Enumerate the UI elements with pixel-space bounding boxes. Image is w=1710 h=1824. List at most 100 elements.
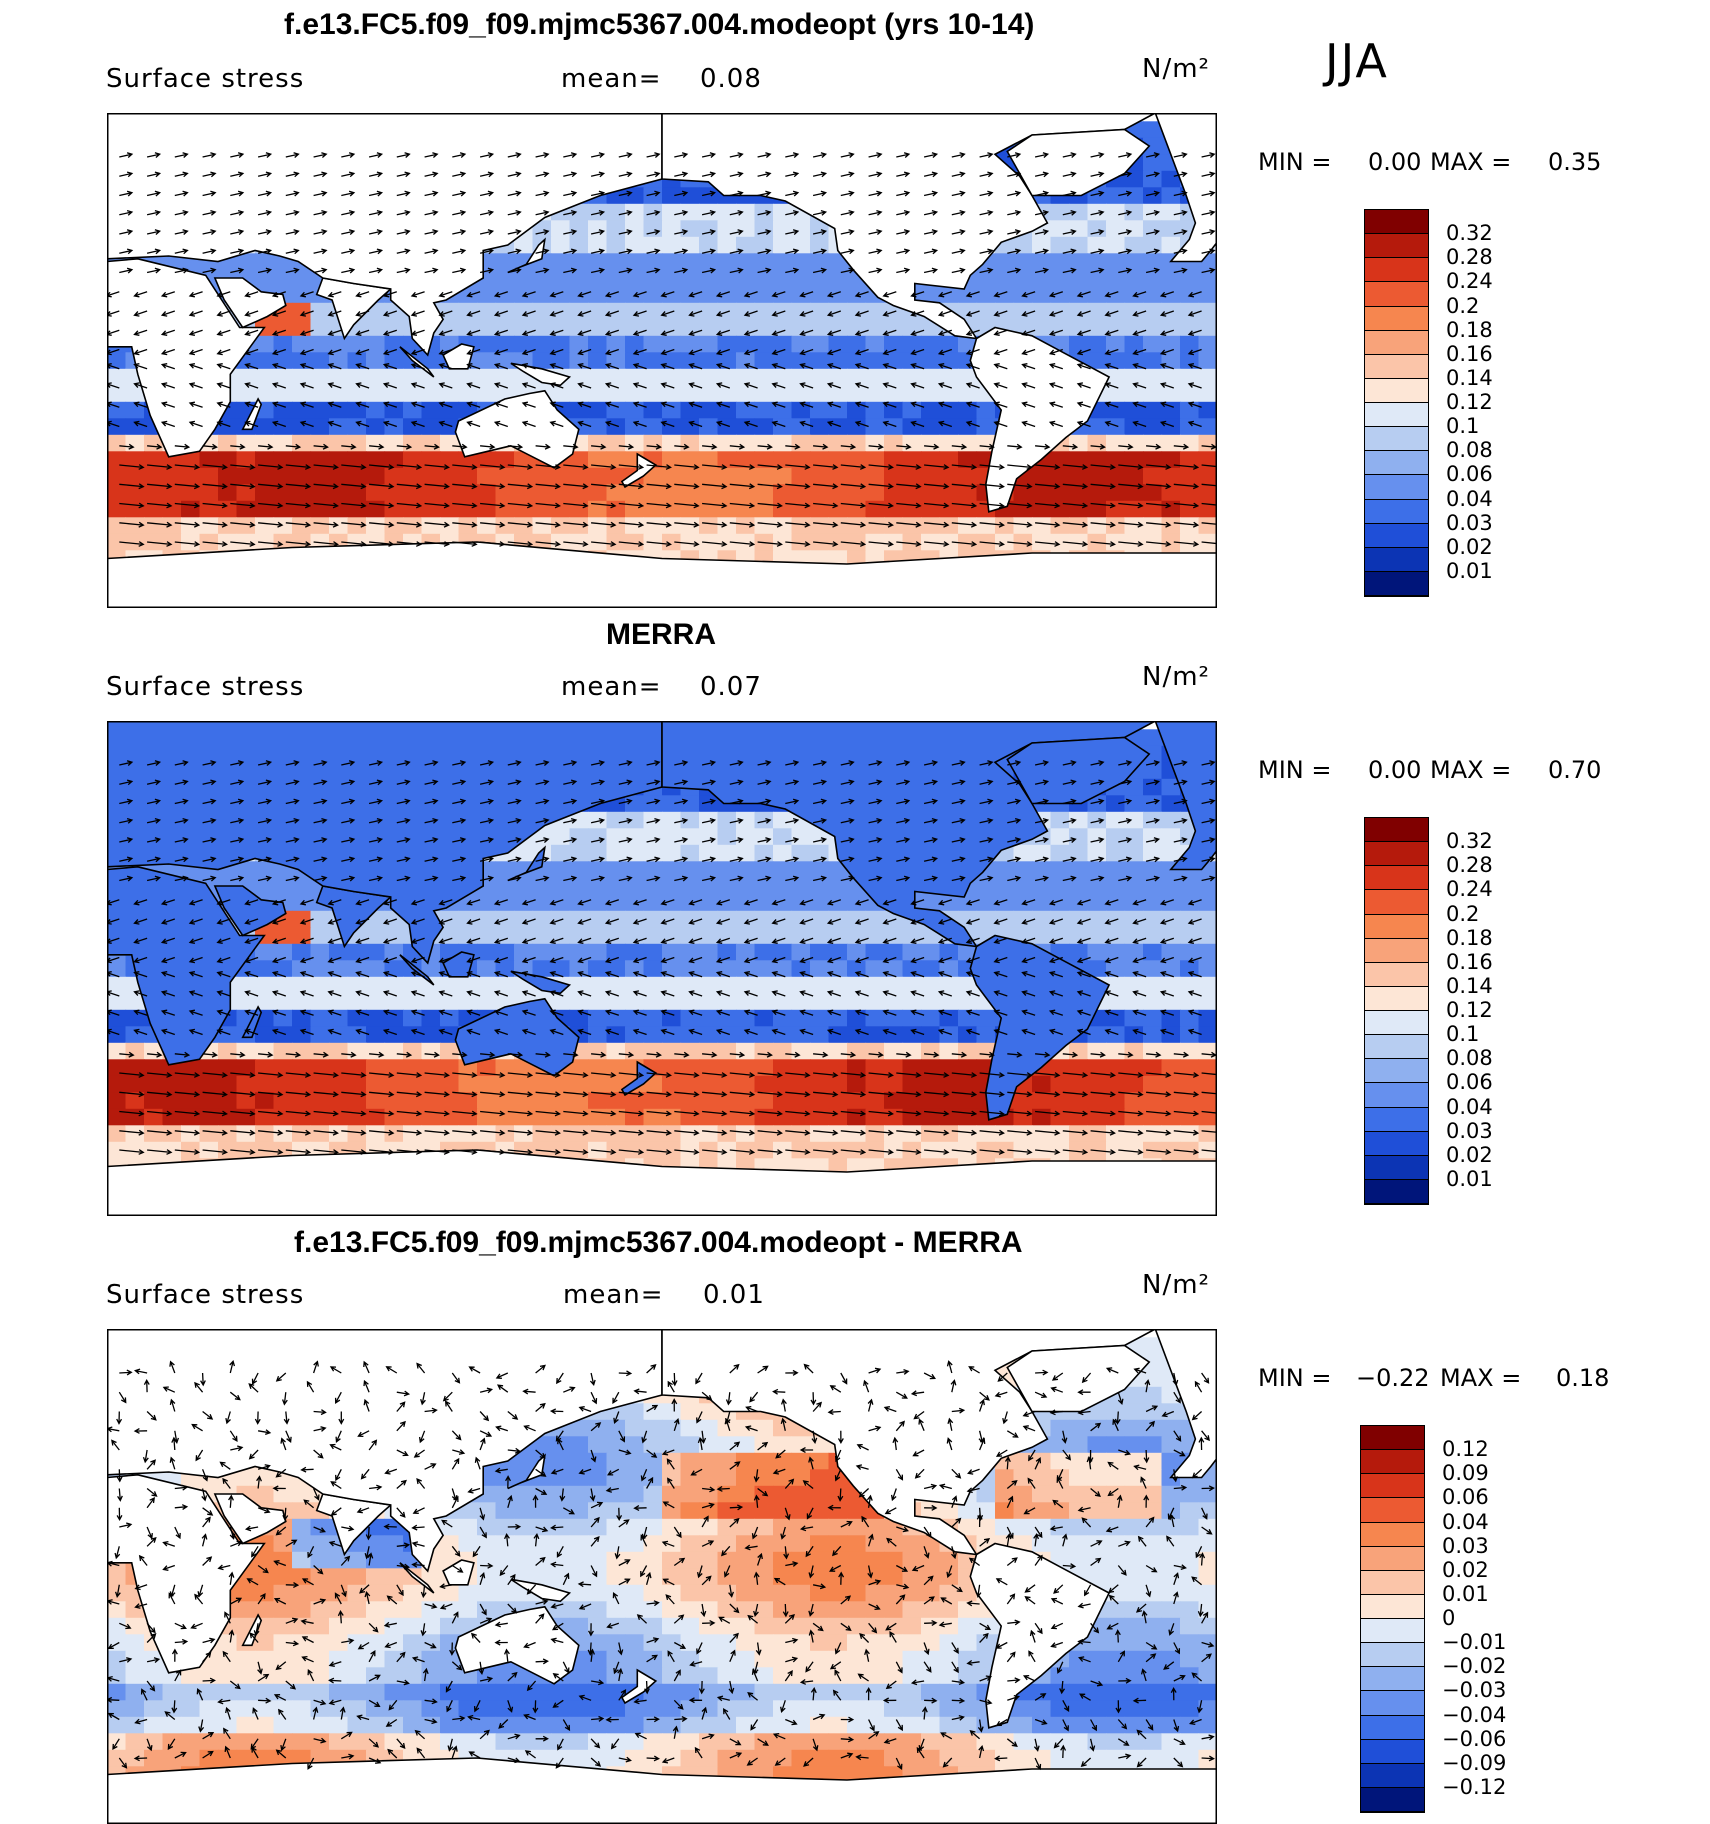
vector-arrow (702, 1149, 728, 1155)
vector-arrow (521, 937, 536, 944)
field-cell (625, 368, 645, 386)
field-cell (1013, 517, 1033, 535)
field-cell (1124, 1108, 1144, 1126)
field-cell (440, 385, 460, 403)
field-cell (921, 418, 941, 436)
vector-arrow (785, 190, 800, 197)
field-cell (921, 976, 941, 994)
vector-arrow (965, 329, 980, 336)
vector-arrow (1048, 1009, 1064, 1016)
vector-arrow (729, 1072, 756, 1078)
field-cell (1032, 302, 1052, 320)
vector-arrow (757, 171, 772, 178)
field-cell (810, 1075, 830, 1093)
vector-arrow (1173, 483, 1200, 490)
field-cell (107, 1009, 127, 1027)
field-cell (625, 269, 645, 287)
vector-arrow (452, 464, 478, 470)
vector-arrow (979, 209, 994, 216)
vector-arrow (1187, 329, 1202, 336)
vector-arrow (424, 1110, 450, 1117)
field-cell (1087, 1075, 1107, 1093)
vector-arrow (604, 291, 620, 298)
field-cell (958, 976, 978, 994)
field-cell (680, 910, 700, 928)
field-cell (680, 385, 700, 403)
land-arabia (213, 277, 287, 329)
field-cell (477, 385, 497, 403)
field-cell (643, 220, 663, 238)
panel-1-min-label: MIN = (1258, 148, 1332, 176)
field-cell (1161, 187, 1181, 205)
field-cell (477, 1092, 497, 1110)
field-cell (921, 368, 941, 386)
vector-arrow (1201, 209, 1216, 216)
vector-arrow (799, 420, 814, 428)
field-cell (588, 269, 608, 287)
field-cell (1143, 1108, 1163, 1126)
field-cell (292, 943, 312, 961)
field-cell (606, 434, 626, 452)
vector-arrow (202, 1051, 218, 1058)
vector-arrow (826, 990, 842, 997)
field-cell (588, 286, 608, 304)
field-cell (347, 467, 367, 485)
vector-arrow (1173, 1149, 1200, 1155)
vector-arrow (341, 248, 356, 255)
field-cell (939, 943, 959, 961)
field-cell (292, 352, 312, 370)
vector-arrow (1076, 291, 1091, 298)
vector-arrow (507, 1110, 534, 1117)
field-cell (773, 943, 793, 961)
vector-arrow (258, 443, 274, 450)
field-cell (736, 1059, 756, 1077)
vector-arrow (771, 899, 786, 906)
vector-arrow (1145, 190, 1161, 197)
field-cell (847, 500, 867, 518)
field-cell (107, 993, 127, 1011)
field-cell (1069, 1108, 1089, 1126)
field-cell (255, 269, 275, 287)
vector-arrow (313, 1051, 329, 1058)
field-cell (662, 1042, 682, 1060)
vector-arrow (729, 248, 744, 255)
field-cell (810, 1108, 830, 1126)
vector-arrow (1048, 363, 1064, 370)
vector-arrow (119, 1051, 135, 1058)
field-cell (754, 1042, 774, 1060)
vector-arrow (160, 990, 176, 997)
vector-arrow (466, 1009, 481, 1016)
field-cell (680, 1075, 700, 1093)
field-cell (1124, 220, 1144, 238)
vector-arrow (1035, 483, 1061, 490)
field-cell (1087, 811, 1107, 829)
vector-arrow (160, 899, 176, 906)
vector-arrow (812, 152, 828, 158)
vector-arrow (258, 464, 284, 470)
vector-arrow (299, 401, 314, 408)
field-cell (810, 385, 830, 403)
vector-arrow (1159, 310, 1175, 317)
field-cell (606, 1026, 626, 1044)
vector-arrow (868, 267, 883, 274)
field-cell (384, 401, 404, 419)
field-cell (754, 269, 774, 287)
field-cell (477, 910, 497, 928)
field-cell (1106, 517, 1126, 535)
vector-arrow (285, 267, 300, 274)
field-cell (292, 368, 312, 386)
field-cell (1161, 894, 1181, 912)
field-cell (939, 1042, 959, 1060)
field-cell (921, 286, 941, 304)
vector-arrow (438, 348, 453, 356)
field-cell (902, 993, 922, 1011)
field-cell (569, 269, 589, 287)
field-cell (662, 203, 682, 221)
field-cell (865, 500, 885, 518)
vector-arrow (1048, 990, 1064, 997)
vector-arrow (937, 990, 953, 997)
vector-arrow (618, 1051, 635, 1058)
field-cell (421, 451, 441, 469)
field-cell (1161, 1026, 1181, 1044)
field-cell (495, 253, 515, 271)
